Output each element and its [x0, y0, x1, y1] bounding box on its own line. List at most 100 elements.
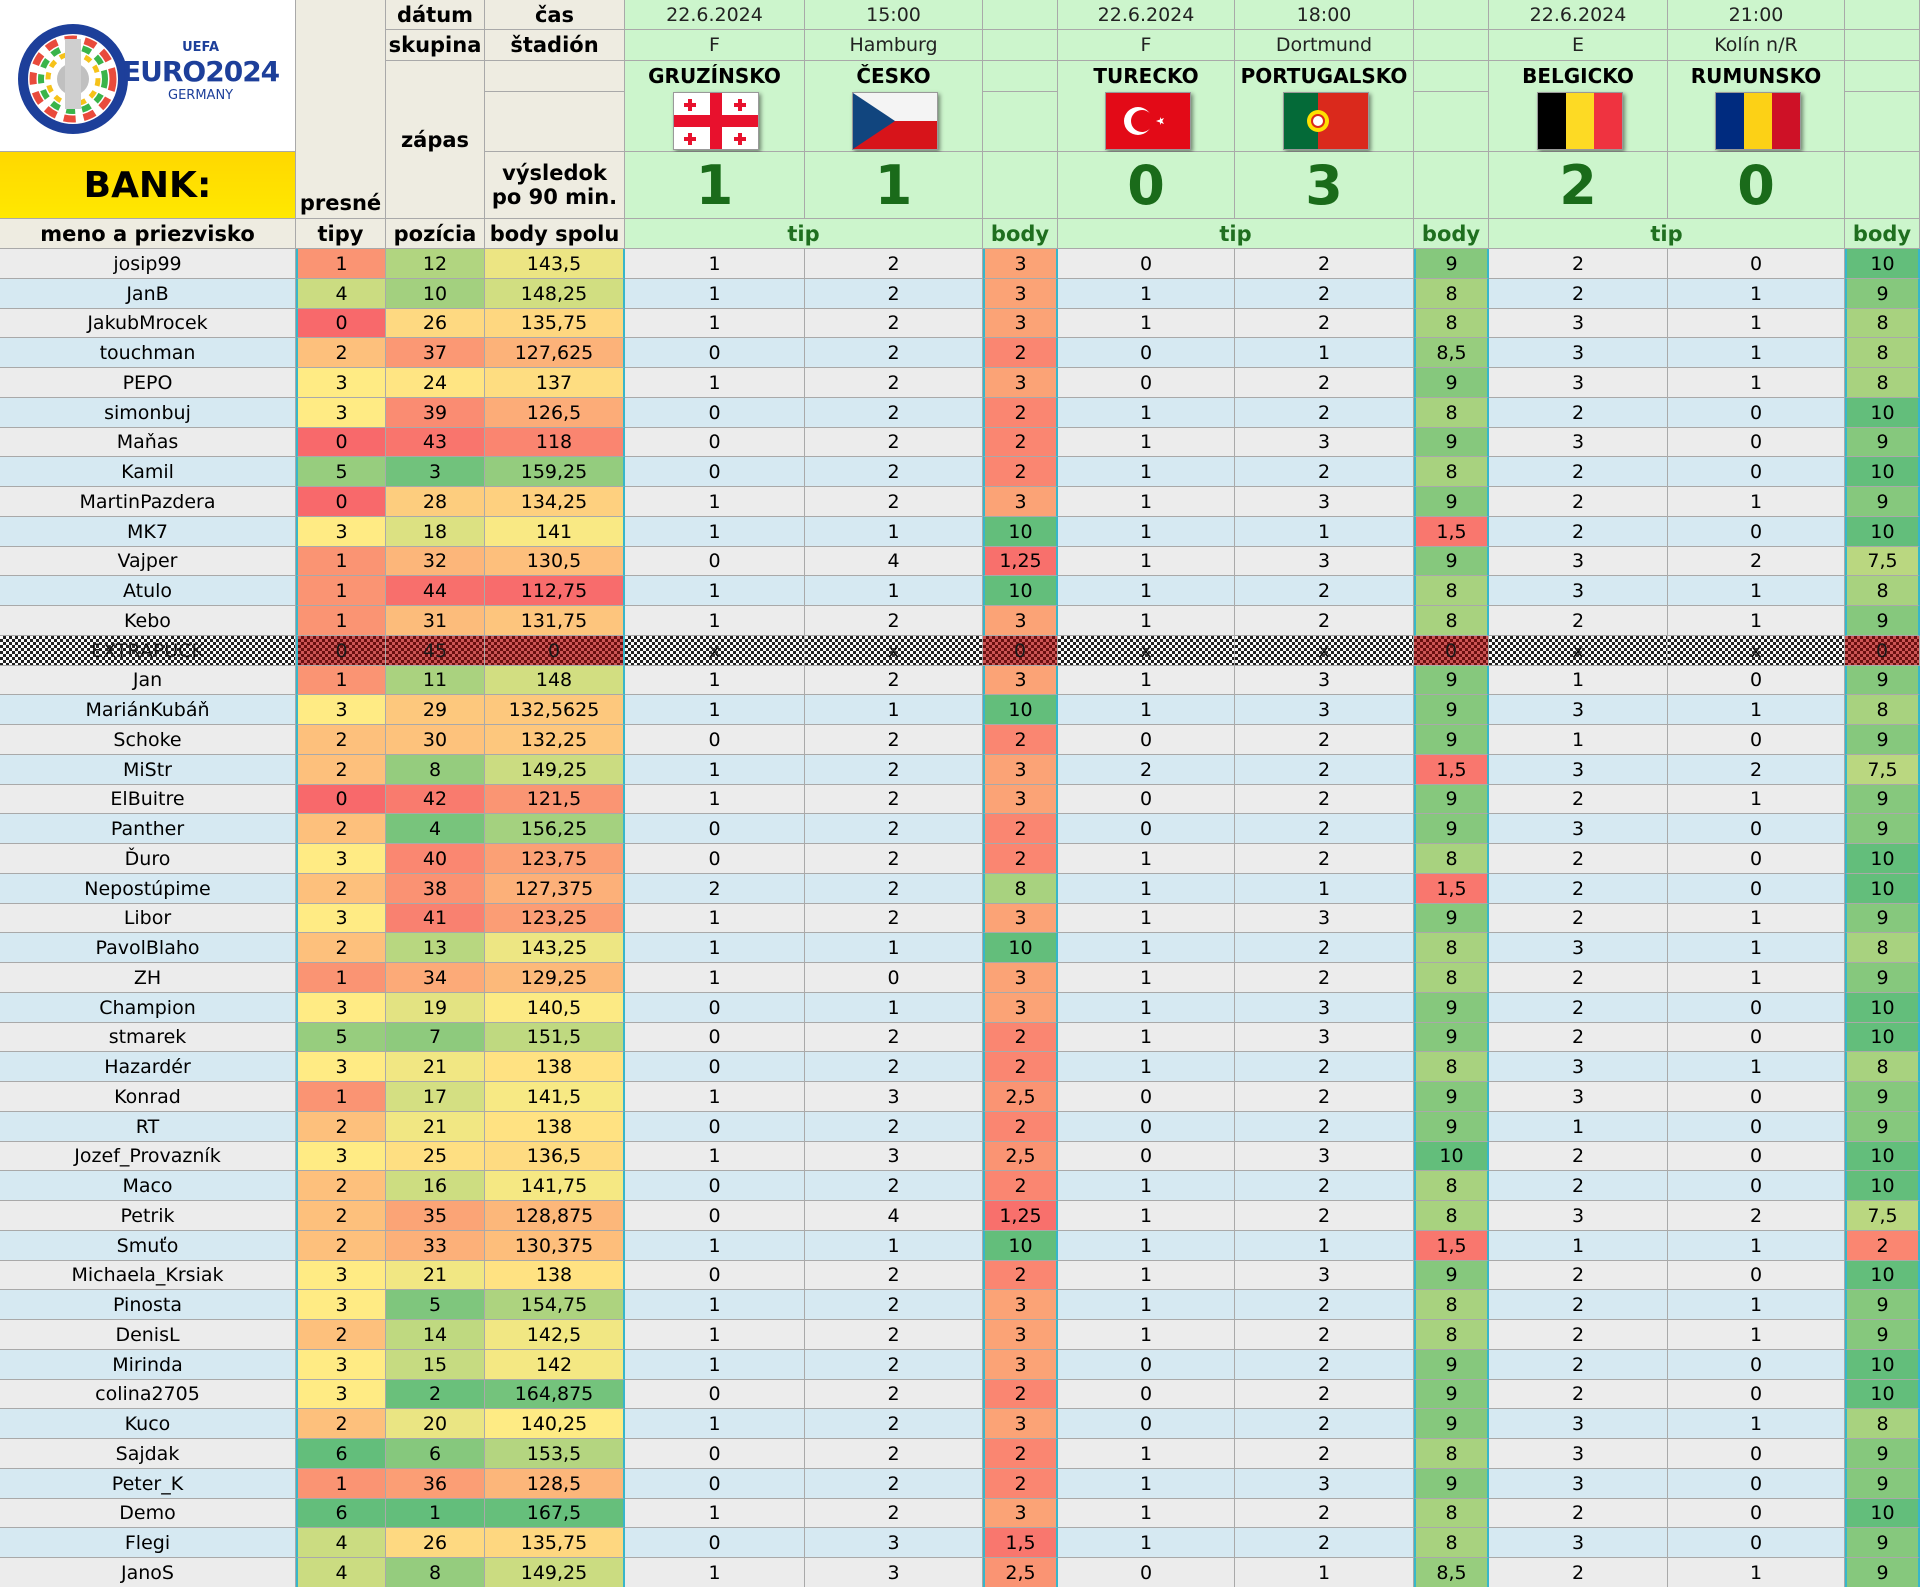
- tip-away: 3: [1235, 428, 1414, 457]
- tip-away: 1: [1668, 695, 1845, 725]
- player-name[interactable]: JakubMrocek: [0, 309, 296, 338]
- tip-away: 0: [1668, 725, 1845, 755]
- tip-away: 2: [1235, 1409, 1414, 1439]
- total-points: 164,875: [485, 1380, 625, 1409]
- player-name[interactable]: stmarek: [0, 1023, 296, 1052]
- player-name[interactable]: JanoS: [0, 1558, 296, 1587]
- player-name[interactable]: Sajdak: [0, 1439, 296, 1469]
- player-name[interactable]: josip99: [0, 249, 296, 279]
- player-name[interactable]: Kebo: [0, 606, 296, 636]
- tip-home: 1: [625, 1499, 805, 1528]
- player-name[interactable]: ZH: [0, 963, 296, 993]
- player-name[interactable]: Demo: [0, 1499, 296, 1528]
- player-name[interactable]: Libor: [0, 904, 296, 933]
- match-points: 1,5: [1414, 1231, 1489, 1261]
- player-name[interactable]: PEPO: [0, 368, 296, 398]
- player-name[interactable]: simonbuj: [0, 398, 296, 428]
- tip-home: 0: [1058, 1380, 1235, 1409]
- player-name[interactable]: Kamil: [0, 457, 296, 487]
- player-name[interactable]: Panther: [0, 814, 296, 844]
- tip-home: 1: [1058, 963, 1235, 993]
- tip-away: 1: [1668, 963, 1845, 993]
- tip-away: 3: [1235, 904, 1414, 933]
- match-points: 2,5: [983, 1142, 1058, 1171]
- tip-home: 1: [625, 1409, 805, 1439]
- tip-home: 1: [1058, 1023, 1235, 1052]
- tip-home: 3: [1489, 1439, 1668, 1469]
- tip-away: 3: [1235, 993, 1414, 1023]
- player-name[interactable]: Atulo: [0, 576, 296, 606]
- match-points: 8: [1414, 279, 1489, 309]
- player-name[interactable]: MariánKubáň: [0, 695, 296, 725]
- position: 17: [386, 1082, 485, 1112]
- player-name[interactable]: Jan: [0, 666, 296, 695]
- player-name[interactable]: Smuťo: [0, 1231, 296, 1261]
- tip-away: 0: [1668, 398, 1845, 428]
- player-name[interactable]: Nepostúpime: [0, 874, 296, 904]
- match-points: 3: [983, 368, 1058, 398]
- match-points: 9: [1845, 814, 1920, 844]
- player-name[interactable]: Peter_K: [0, 1469, 296, 1499]
- blank: [1845, 152, 1920, 219]
- exact-tips: 4: [296, 1558, 386, 1587]
- player-name[interactable]: Petrik: [0, 1201, 296, 1231]
- player-name[interactable]: Ďuro: [0, 844, 296, 874]
- match-points: 8: [1414, 1052, 1489, 1082]
- tip-home: 1: [1058, 428, 1235, 457]
- player-name[interactable]: Kuco: [0, 1409, 296, 1439]
- tip-away: 0: [1668, 1469, 1845, 1499]
- tip-away: 2: [1235, 309, 1414, 338]
- player-name[interactable]: JanB: [0, 279, 296, 309]
- player-name[interactable]: Maňas: [0, 428, 296, 457]
- player-name[interactable]: ElBuitre: [0, 785, 296, 814]
- player-name[interactable]: Maco: [0, 1171, 296, 1201]
- tip-home: 1: [625, 933, 805, 963]
- tip-away: 2: [1235, 1112, 1414, 1142]
- player-name[interactable]: PavolBlaho: [0, 933, 296, 963]
- tip-home: 0: [625, 1171, 805, 1201]
- player-name[interactable]: Champion: [0, 993, 296, 1023]
- player-name[interactable]: Michaela_Krsiak: [0, 1261, 296, 1290]
- tip-away: 2: [1235, 576, 1414, 606]
- tip-away: 2: [805, 1112, 983, 1142]
- position: 26: [386, 1528, 485, 1558]
- player-name[interactable]: Pinosta: [0, 1290, 296, 1320]
- player-name[interactable]: Mirinda: [0, 1350, 296, 1380]
- belgium-flag-icon: [1536, 92, 1623, 150]
- tip-home: 1: [625, 1350, 805, 1380]
- match-points: 9: [1845, 1320, 1920, 1350]
- player-name[interactable]: MK7: [0, 517, 296, 547]
- position: 36: [386, 1469, 485, 1499]
- tip-home: 2: [1489, 1171, 1668, 1201]
- match-points: 8: [1414, 1171, 1489, 1201]
- tip-home: 3: [1489, 1201, 1668, 1231]
- player-name[interactable]: Hazardér: [0, 1052, 296, 1082]
- germany-label: GERMANY: [168, 88, 234, 103]
- match-time: 21:00: [1668, 0, 1845, 30]
- euro-trophy-icon: [17, 23, 128, 134]
- player-name[interactable]: Schoke: [0, 725, 296, 755]
- exact-tips: 0: [296, 428, 386, 457]
- tip-home: 1: [625, 1320, 805, 1350]
- player-name[interactable]: Jozef_Provazník: [0, 1142, 296, 1171]
- tip-home: 3: [1489, 695, 1668, 725]
- player-name[interactable]: EXTRAPUCK: [0, 636, 296, 666]
- player-name[interactable]: Konrad: [0, 1082, 296, 1112]
- match-points: 1,5: [1414, 517, 1489, 547]
- match-points: 8: [1414, 1320, 1489, 1350]
- tip-away: 1: [805, 1231, 983, 1261]
- player-name[interactable]: Vajper: [0, 547, 296, 576]
- player-name[interactable]: MartinPazdera: [0, 487, 296, 517]
- player-name[interactable]: touchman: [0, 338, 296, 368]
- match-points: 9: [1845, 279, 1920, 309]
- tip-home: 2: [1489, 993, 1668, 1023]
- player-name[interactable]: Flegi: [0, 1528, 296, 1558]
- tip-away: 2: [805, 725, 983, 755]
- tip-away: x: [805, 636, 983, 666]
- position: 20: [386, 1409, 485, 1439]
- player-name[interactable]: DenisL: [0, 1320, 296, 1350]
- player-name[interactable]: colina2705: [0, 1380, 296, 1409]
- player-name[interactable]: MiStr: [0, 755, 296, 785]
- player-name[interactable]: RT: [0, 1112, 296, 1142]
